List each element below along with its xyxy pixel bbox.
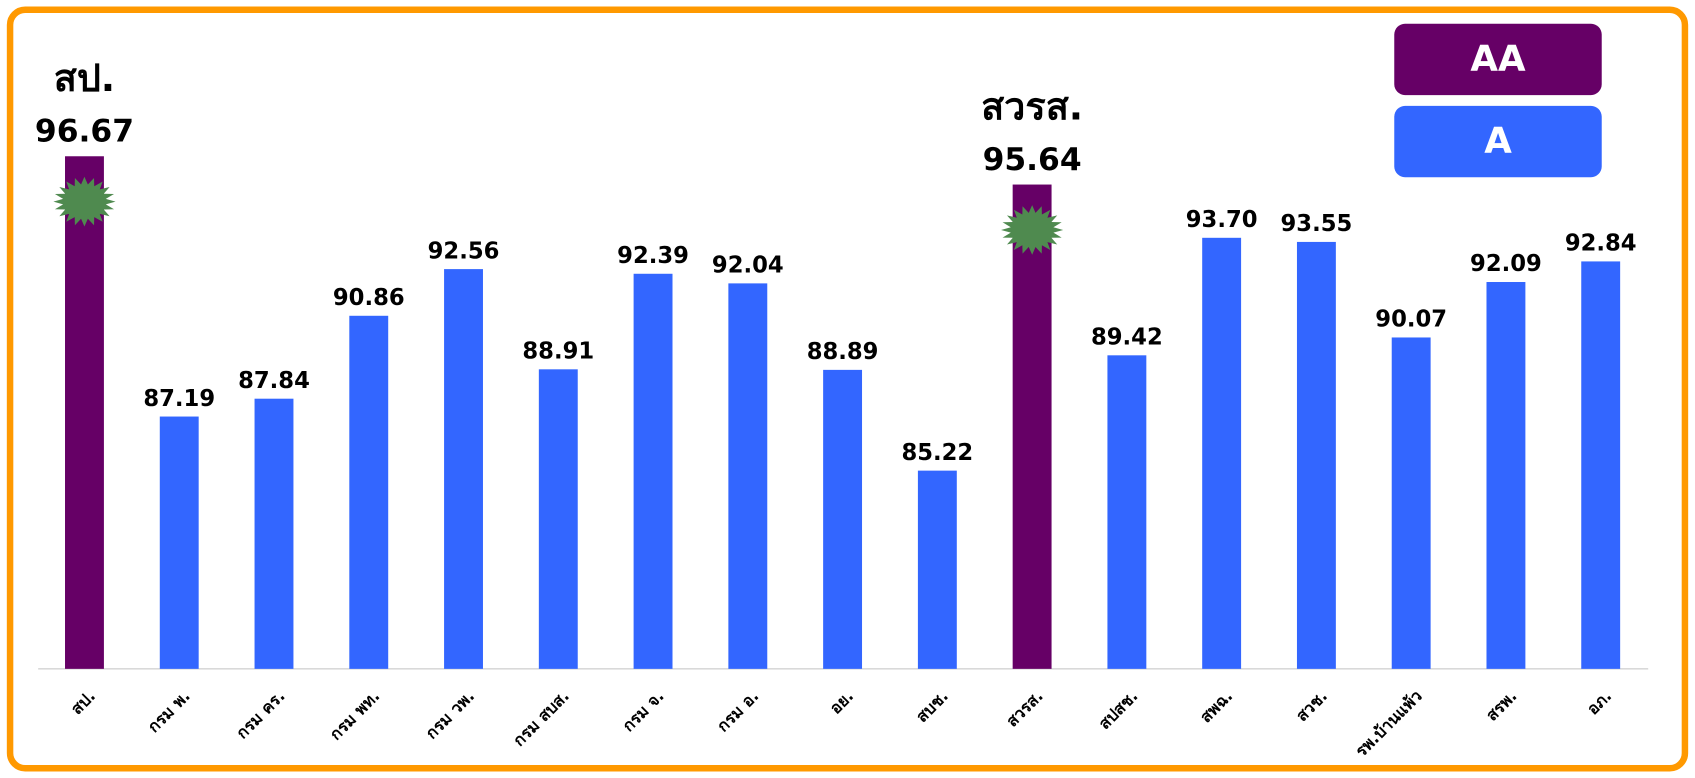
bar: [1202, 237, 1242, 669]
bar: [917, 470, 957, 669]
value-label: 88.91: [522, 339, 594, 365]
bar: [1012, 184, 1052, 669]
value-label: 92.84: [1565, 231, 1637, 257]
annotation: สวรส.: [981, 84, 1083, 128]
legend-swatch: [1394, 105, 1602, 178]
star-badge: [1001, 205, 1064, 255]
value-label: 85.22: [901, 440, 973, 466]
bar: [65, 156, 104, 669]
bar: [444, 269, 483, 669]
value-label: 87.84: [238, 368, 310, 394]
legend-label: AA: [1470, 39, 1526, 80]
bar: [159, 416, 199, 669]
bar: [728, 283, 768, 669]
annotation: สป.: [54, 56, 115, 100]
value-label: 90.07: [1375, 307, 1447, 333]
value-label: 93.70: [1186, 207, 1258, 233]
value-label: 90.86: [333, 285, 405, 311]
bar: [823, 369, 863, 669]
value-label: 92.39: [617, 243, 689, 269]
bar: [538, 369, 578, 669]
value-label: 96.67: [35, 113, 134, 149]
value-label: 92.56: [428, 238, 500, 264]
value-label: 92.04: [712, 253, 784, 279]
bar: [1391, 337, 1431, 669]
value-label: 92.09: [1470, 251, 1542, 277]
bar: [254, 398, 294, 669]
bar: [1486, 282, 1526, 669]
bar: [633, 273, 673, 669]
bar: [1107, 355, 1147, 669]
legend-swatch: [1394, 23, 1602, 96]
star-badge: [53, 176, 116, 227]
bar: [349, 315, 389, 669]
bar: [1581, 261, 1621, 669]
value-label: 95.64: [983, 142, 1082, 178]
value-label: 87.19: [143, 386, 215, 412]
value-label: 93.55: [1281, 211, 1353, 237]
bar: [1296, 241, 1336, 669]
value-label: 89.42: [1091, 325, 1163, 351]
value-label: 88.89: [807, 339, 879, 365]
legend-label: A: [1484, 121, 1512, 162]
